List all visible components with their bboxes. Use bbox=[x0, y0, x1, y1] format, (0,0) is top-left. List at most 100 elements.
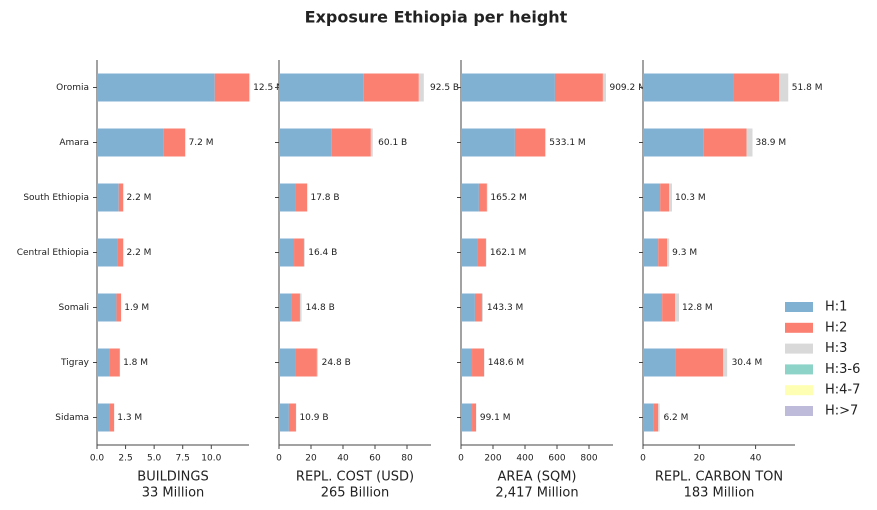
total-label: 9.3 M bbox=[672, 248, 697, 258]
x-tick-label: 40 bbox=[337, 454, 349, 464]
total-label: 99.1 M bbox=[480, 413, 511, 423]
x-axis-subtitle: 33 Million bbox=[142, 486, 205, 501]
bar-segment bbox=[478, 183, 487, 212]
x-tick-label: 600 bbox=[548, 454, 565, 464]
bar-segment bbox=[669, 183, 672, 212]
bar-segment bbox=[279, 403, 289, 432]
total-label: 24.8 B bbox=[322, 358, 351, 368]
legend-label: H:1 bbox=[825, 300, 847, 315]
total-label: 533.1 M bbox=[549, 138, 585, 148]
bar-segment bbox=[643, 183, 661, 212]
bar-segment bbox=[118, 183, 124, 212]
total-label: 148.6 M bbox=[488, 358, 524, 368]
legend-swatch bbox=[785, 322, 813, 333]
total-label: 1.9 M bbox=[124, 303, 149, 313]
total-label: 909.2 M bbox=[609, 83, 645, 93]
bar-segment bbox=[461, 73, 555, 102]
bar-segment bbox=[658, 403, 660, 432]
bar-segment bbox=[675, 348, 724, 377]
legend-swatch bbox=[785, 406, 813, 416]
bar-segment bbox=[602, 73, 606, 102]
x-tick-label: 40 bbox=[750, 454, 762, 464]
bar-segment bbox=[733, 73, 780, 102]
total-label: 162.1 M bbox=[490, 248, 526, 258]
total-label: 7.2 M bbox=[189, 138, 214, 148]
bar-segment bbox=[545, 128, 546, 157]
bar-segment bbox=[461, 183, 479, 212]
total-label: 143.3 M bbox=[487, 303, 523, 313]
total-label: 6.2 M bbox=[663, 413, 688, 423]
x-tick-label: 0 bbox=[276, 454, 282, 464]
legend-swatch bbox=[785, 385, 813, 396]
bar-segment bbox=[117, 238, 124, 267]
bar-segment bbox=[97, 293, 117, 322]
bar-segment bbox=[291, 293, 300, 322]
bar-segment bbox=[331, 128, 371, 157]
bar-segment bbox=[109, 403, 115, 432]
x-tick-label: 400 bbox=[516, 454, 533, 464]
bar-segment bbox=[643, 238, 659, 267]
bar-segment bbox=[472, 348, 485, 377]
bar-segment bbox=[643, 348, 676, 377]
total-label: 1.8 M bbox=[123, 358, 148, 368]
bar-segment bbox=[461, 403, 473, 432]
total-label: 165.2 M bbox=[490, 193, 526, 203]
legend-label: H:>7 bbox=[825, 404, 858, 419]
bar-segment bbox=[185, 128, 186, 157]
total-label: 60.1 B bbox=[378, 138, 407, 148]
x-tick-label: 7.5 bbox=[176, 454, 190, 464]
bar-segment bbox=[116, 293, 121, 322]
total-label: 14.8 B bbox=[306, 303, 335, 313]
bar-segment bbox=[294, 238, 304, 267]
bar-segment bbox=[658, 238, 668, 267]
bar-segment bbox=[316, 348, 318, 377]
bar-segment bbox=[643, 128, 704, 157]
bar-segment bbox=[461, 128, 515, 157]
bar-segment bbox=[279, 183, 296, 212]
legend-swatch bbox=[785, 343, 813, 354]
legend-swatch bbox=[785, 364, 813, 375]
x-tick-label: 2.5 bbox=[118, 454, 132, 464]
bar-segment bbox=[295, 348, 317, 377]
legend-label: H:3 bbox=[825, 341, 847, 356]
bar-segment bbox=[643, 403, 654, 432]
bar-segment bbox=[363, 73, 419, 102]
y-tick-label: Amara bbox=[59, 138, 89, 148]
bar-segment bbox=[97, 73, 215, 102]
total-label: 12.5 M bbox=[253, 83, 284, 93]
x-tick-label: 0 bbox=[458, 454, 464, 464]
bar-segment bbox=[303, 238, 305, 267]
bar-segment bbox=[514, 128, 545, 157]
bar-segment bbox=[163, 128, 185, 157]
y-tick-label: Somali bbox=[58, 303, 89, 313]
legend-label: H:4-7 bbox=[825, 383, 860, 398]
total-label: 12.8 M bbox=[682, 303, 713, 313]
bar-segment bbox=[554, 73, 603, 102]
x-axis-label: AREA (SQM) bbox=[497, 470, 576, 485]
chart-title: Exposure Ethiopia per height bbox=[305, 8, 568, 27]
bar-segment bbox=[370, 128, 373, 157]
x-axis-subtitle: 2,417 Million bbox=[495, 486, 578, 501]
bar-segment bbox=[97, 348, 110, 377]
bar-segment bbox=[779, 73, 789, 102]
total-label: 10.3 M bbox=[675, 193, 706, 203]
bar-segment bbox=[643, 293, 663, 322]
x-axis-subtitle: 183 Million bbox=[684, 486, 755, 501]
y-tick-label: Sidama bbox=[55, 413, 89, 423]
x-tick-label: 10.0 bbox=[201, 454, 221, 464]
total-label: 51.8 M bbox=[792, 83, 823, 93]
bar-segment bbox=[299, 293, 302, 322]
bar-segment bbox=[477, 238, 486, 267]
bar-segment bbox=[214, 73, 249, 102]
bar-segment bbox=[279, 128, 332, 157]
bar-segment bbox=[97, 403, 110, 432]
bar-segment bbox=[481, 293, 483, 322]
total-label: 2.2 M bbox=[127, 248, 152, 258]
legend-label: H:3-6 bbox=[825, 362, 860, 377]
bar-segment bbox=[279, 293, 292, 322]
x-tick-label: 60 bbox=[369, 454, 381, 464]
bar-segment bbox=[675, 293, 680, 322]
bar-segment bbox=[279, 238, 295, 267]
x-tick-label: 20 bbox=[305, 454, 317, 464]
